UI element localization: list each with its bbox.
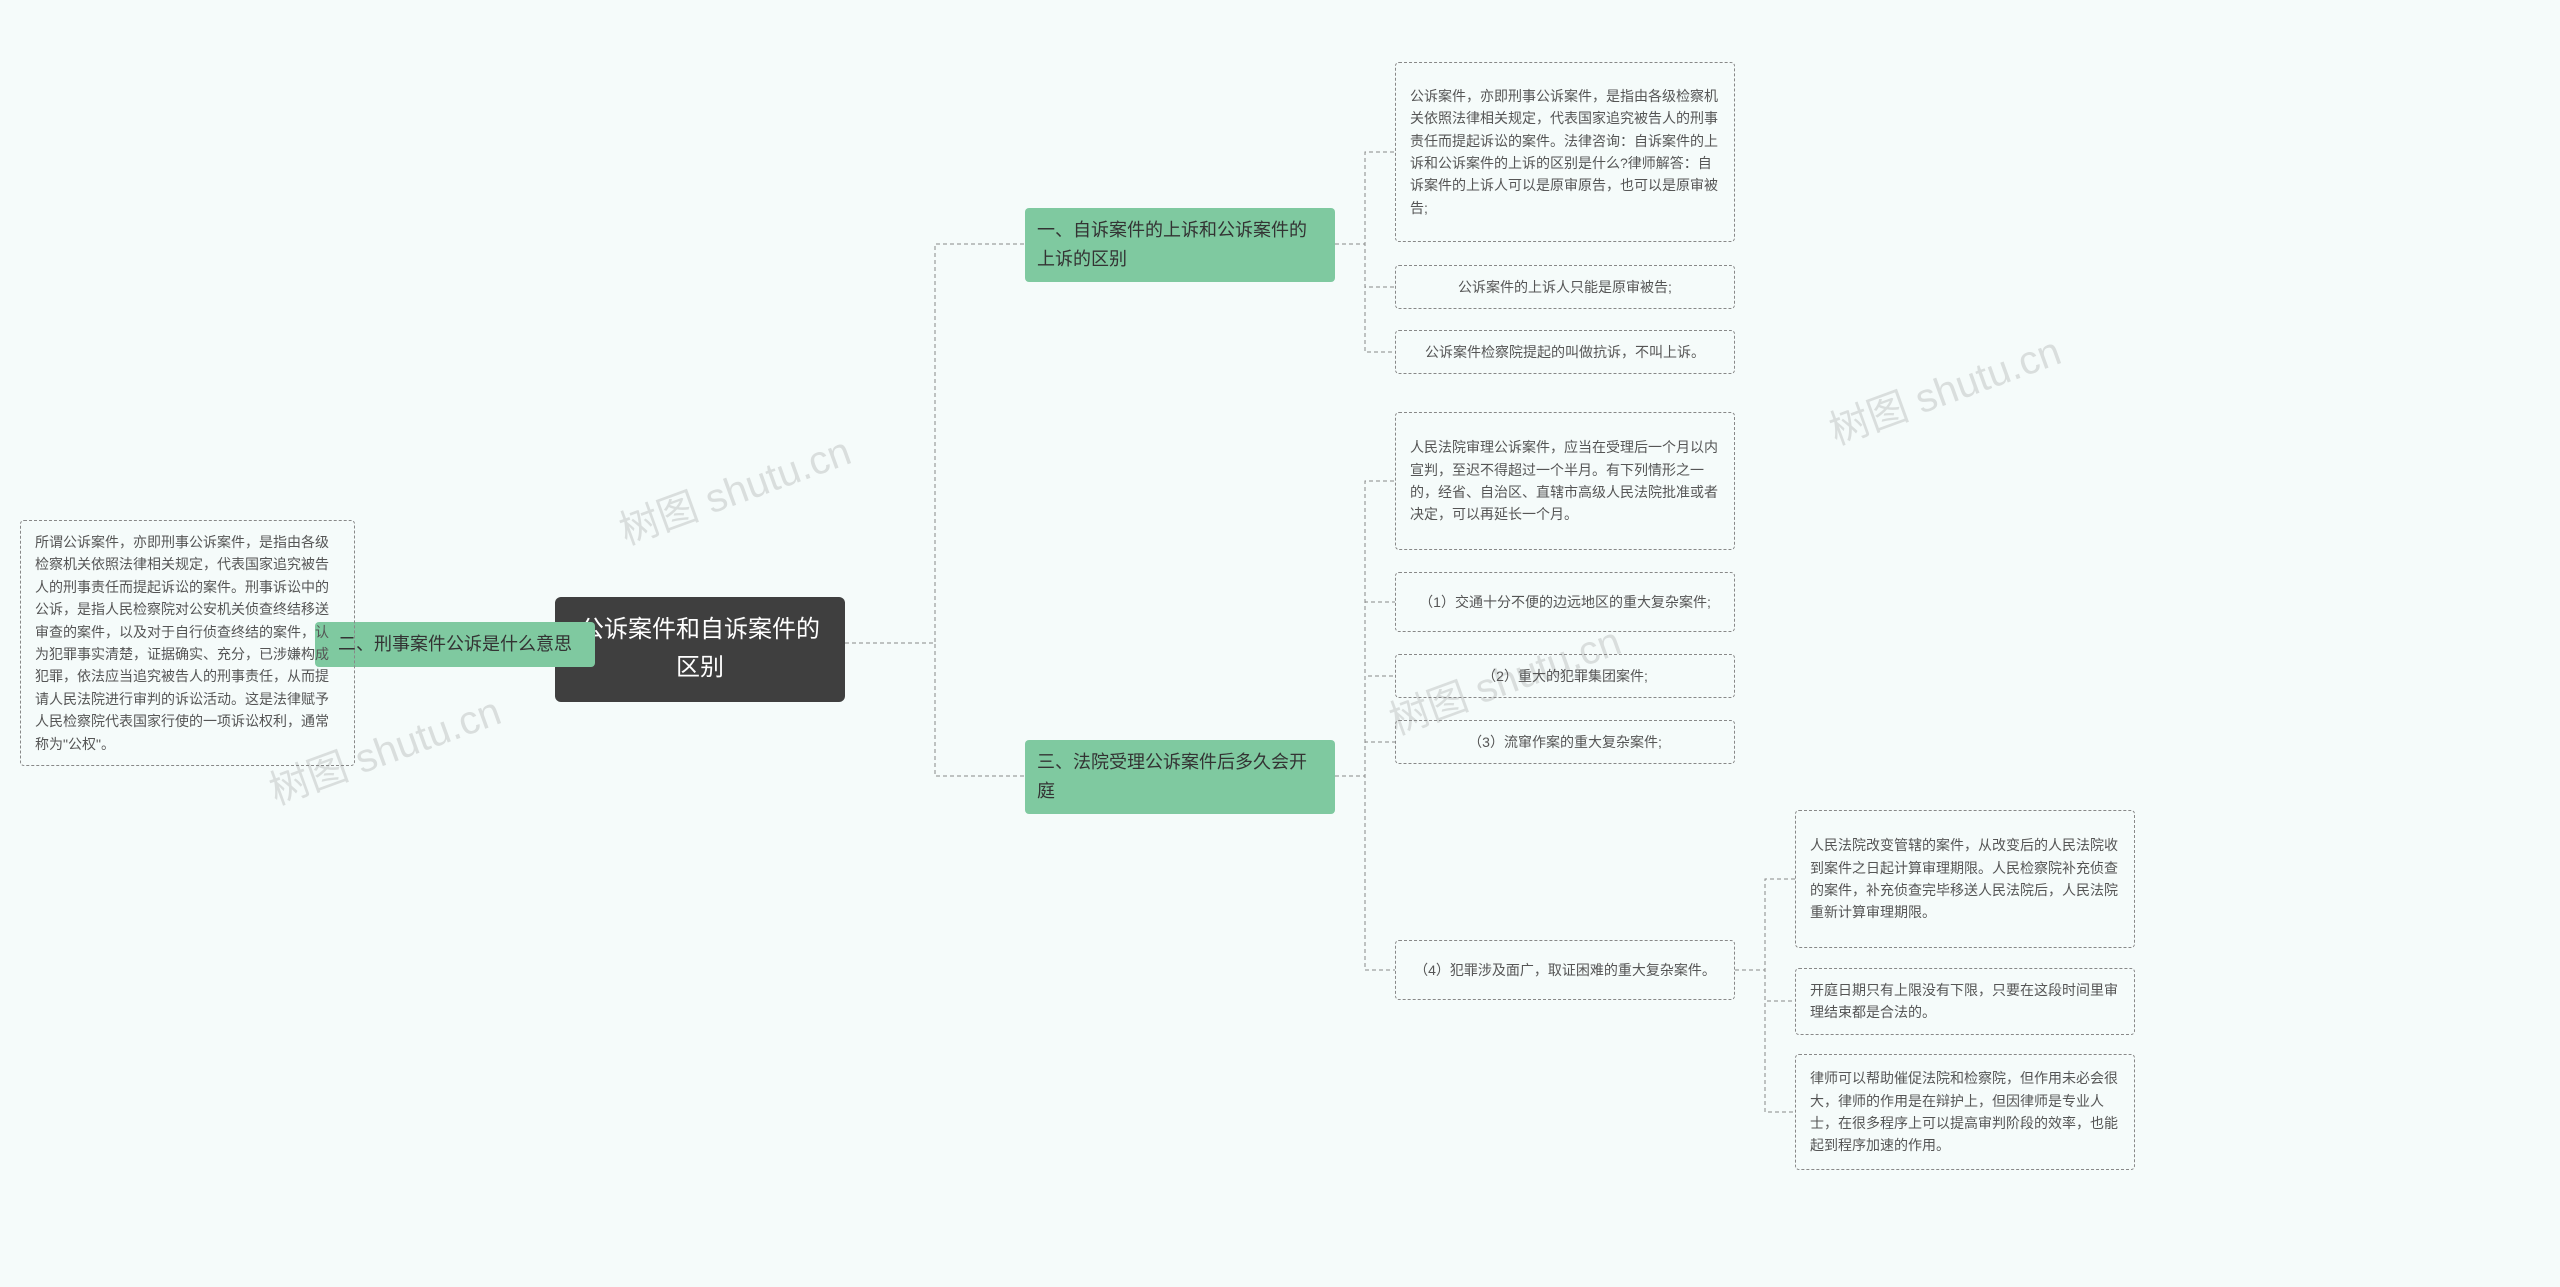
leaf-node: 公诉案件，亦即刑事公诉案件，是指由各级检察机关依照法律相关规定，代表国家追究被告…: [1395, 62, 1735, 242]
branch-node-text: 三、法院受理公诉案件后多久会开庭: [1037, 748, 1323, 806]
leaf-node-text: 人民法院审理公诉案件，应当在受理后一个月以内宣判，至迟不得超过一个半月。有下列情…: [1410, 436, 1720, 526]
root-node: 公诉案件和自诉案件的区别: [555, 597, 845, 702]
leaf-node: 律师可以帮助催促法院和检察院，但作用未必会很大，律师的作用是在辩护上，但因律师是…: [1795, 1054, 2135, 1170]
leaf-node: （1）交通十分不便的边远地区的重大复杂案件;: [1395, 572, 1735, 632]
leaf-node-text: 开庭日期只有上限没有下限，只要在这段时间里审理结束都是合法的。: [1810, 979, 2120, 1024]
leaf-node-text: （3）流窜作案的重大复杂案件;: [1468, 731, 1662, 753]
leaf-node: （3）流窜作案的重大复杂案件;: [1395, 720, 1735, 764]
root-node-text: 公诉案件和自诉案件的区别: [575, 611, 825, 688]
branch-node: 三、法院受理公诉案件后多久会开庭: [1025, 740, 1335, 814]
branch-node-text: 二、刑事案件公诉是什么意思: [338, 630, 572, 659]
watermark: 树图 shutu.cn: [1820, 319, 2068, 456]
mindmap-canvas: 公诉案件和自诉案件的区别树图 shutu.cn树图 shutu.cn树图 shu…: [0, 0, 2560, 1287]
leaf-node: （4）犯罪涉及面广，取证困难的重大复杂案件。: [1395, 940, 1735, 1000]
leaf-node-text: （2）重大的犯罪集团案件;: [1482, 665, 1648, 687]
leaf-node-text: 所谓公诉案件，亦即刑事公诉案件，是指由各级检察机关依照法律相关规定，代表国家追究…: [35, 531, 340, 755]
leaf-node: 所谓公诉案件，亦即刑事公诉案件，是指由各级检察机关依照法律相关规定，代表国家追究…: [20, 520, 355, 766]
leaf-node: 公诉案件的上诉人只能是原审被告;: [1395, 265, 1735, 309]
leaf-node: 开庭日期只有上限没有下限，只要在这段时间里审理结束都是合法的。: [1795, 968, 2135, 1035]
leaf-node-text: （1）交通十分不便的边远地区的重大复杂案件;: [1419, 591, 1711, 613]
leaf-node-text: 人民法院改变管辖的案件，从改变后的人民法院收到案件之日起计算审理期限。人民检察院…: [1810, 834, 2120, 924]
branch-node: 二、刑事案件公诉是什么意思: [315, 622, 595, 667]
leaf-node-text: （4）犯罪涉及面广，取证困难的重大复杂案件。: [1414, 959, 1716, 981]
leaf-node-text: 公诉案件，亦即刑事公诉案件，是指由各级检察机关依照法律相关规定，代表国家追究被告…: [1410, 85, 1720, 219]
watermark: 树图 shutu.cn: [610, 419, 858, 556]
branch-node-text: 一、自诉案件的上诉和公诉案件的上诉的区别: [1037, 216, 1323, 274]
branch-node: 一、自诉案件的上诉和公诉案件的上诉的区别: [1025, 208, 1335, 282]
leaf-node: 人民法院审理公诉案件，应当在受理后一个月以内宣判，至迟不得超过一个半月。有下列情…: [1395, 412, 1735, 550]
leaf-node-text: 律师可以帮助催促法院和检察院，但作用未必会很大，律师的作用是在辩护上，但因律师是…: [1810, 1067, 2120, 1157]
leaf-node: 人民法院改变管辖的案件，从改变后的人民法院收到案件之日起计算审理期限。人民检察院…: [1795, 810, 2135, 948]
leaf-node-text: 公诉案件检察院提起的叫做抗诉，不叫上诉。: [1425, 341, 1705, 363]
leaf-node: （2）重大的犯罪集团案件;: [1395, 654, 1735, 698]
leaf-node: 公诉案件检察院提起的叫做抗诉，不叫上诉。: [1395, 330, 1735, 374]
leaf-node-text: 公诉案件的上诉人只能是原审被告;: [1458, 276, 1672, 298]
